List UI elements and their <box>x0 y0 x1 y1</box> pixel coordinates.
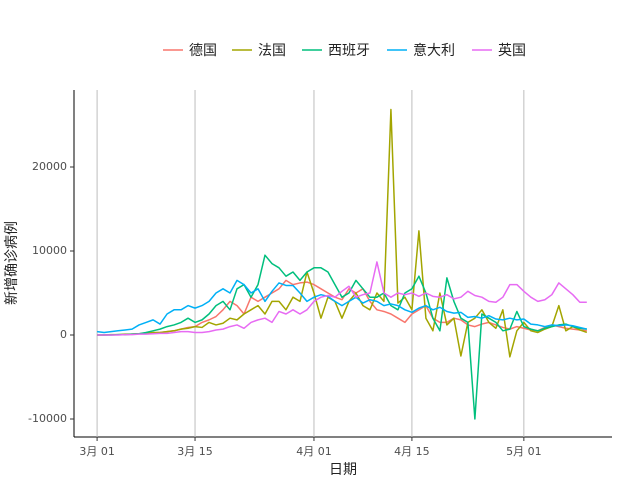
series-line <box>97 279 587 334</box>
x-tick-label: 3月 15 <box>177 445 213 458</box>
y-tick-label: 20000 <box>32 160 67 173</box>
legend-label: 法国 <box>258 43 286 59</box>
series-line <box>97 261 587 336</box>
x-tick-label: 4月 15 <box>394 445 430 458</box>
y-tick-label: 10000 <box>32 244 67 257</box>
y-axis-title: 新增确诊病例 <box>4 221 20 305</box>
series-line <box>97 279 587 336</box>
legend-label: 意大利 <box>413 42 455 59</box>
series-line <box>97 254 587 420</box>
y-tick-label: -10000 <box>28 412 67 425</box>
legend-label: 德国 <box>189 43 217 59</box>
x-axis-title: 日期 <box>329 462 357 478</box>
y-tick-label: 0 <box>60 328 67 341</box>
legend-label: 英国 <box>498 42 526 59</box>
x-tick-label: 4月 01 <box>296 445 332 458</box>
legend-label: 西班牙 <box>328 43 370 59</box>
series-line <box>97 108 588 358</box>
x-tick-label: 5月 01 <box>506 445 542 458</box>
x-tick-label: 3月 01 <box>79 445 115 458</box>
